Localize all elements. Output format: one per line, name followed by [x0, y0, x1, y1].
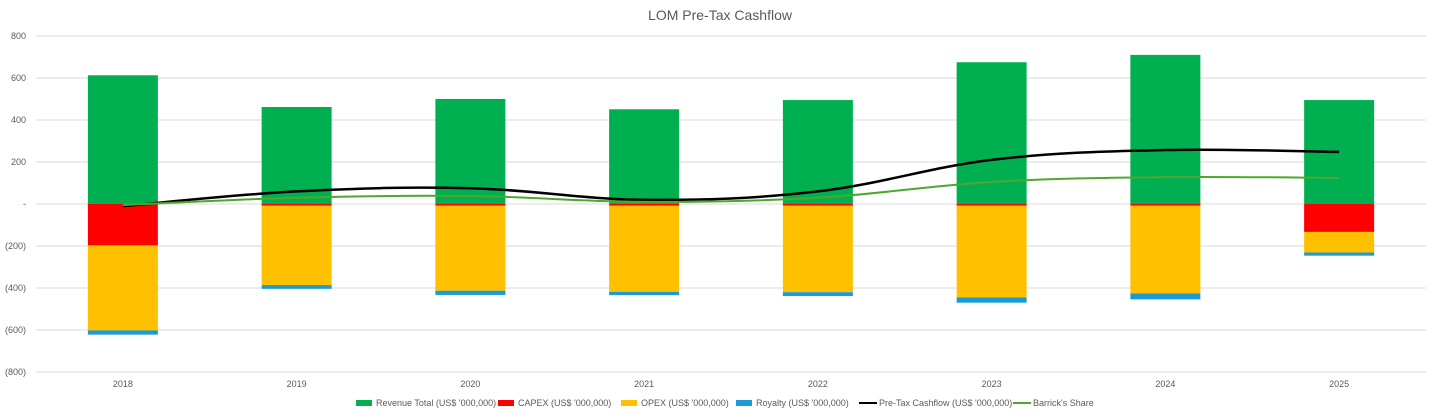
y-tick-label: 400 — [11, 115, 26, 125]
y-tick-label: (800) — [5, 367, 26, 377]
y-tick-label: 200 — [11, 157, 26, 167]
legend-label: CAPEX (US$ '000,000) — [518, 398, 611, 408]
x-tick-label: 2021 — [634, 379, 654, 389]
x-tick-label: 2020 — [460, 379, 480, 389]
x-tick-label: 2025 — [1329, 379, 1349, 389]
y-tick-label: 800 — [11, 31, 26, 41]
bar-capex-2023 — [956, 204, 1027, 206]
bar-capex-2021 — [609, 204, 680, 206]
y-tick-label: (600) — [5, 325, 26, 335]
bar-revenue-2021 — [609, 109, 680, 204]
y-axis-ticks: 800 600 400 200 - (200) (400) (600) (800) — [5, 31, 26, 377]
legend-label: Pre-Tax Cashflow (US$ '000,000) — [879, 398, 1012, 408]
legend-swatch — [736, 400, 752, 406]
legend: Revenue Total (US$ '000,000) CAPEX (US$ '… — [356, 398, 1094, 408]
legend-swatch — [356, 400, 372, 406]
bar-opex-2018 — [87, 245, 158, 331]
x-axis-ticks: 2018 2019 2020 2021 2022 2023 2024 2025 — [113, 379, 1349, 389]
bar-capex-2025 — [1304, 204, 1375, 232]
bar-royalty-2023 — [956, 297, 1027, 303]
line-layer — [122, 148, 1340, 208]
y-tick-label: - — [23, 199, 26, 209]
bar-revenue-2020 — [435, 99, 506, 204]
bar-royalty-2021 — [609, 291, 680, 296]
bar-royalty-2022 — [782, 292, 853, 296]
x-tick-label: 2019 — [287, 379, 307, 389]
legend-label: OPEX (US$ '000,000) — [641, 398, 729, 408]
y-tick-label: 600 — [11, 73, 26, 83]
bar-royalty-2020 — [435, 290, 506, 295]
x-tick-label: 2022 — [808, 379, 828, 389]
grid-layer — [36, 35, 1426, 373]
bar-opex-2022 — [782, 205, 853, 293]
x-tick-label: 2018 — [113, 379, 133, 389]
bar-layer — [87, 54, 1375, 335]
bar-royalty-2025 — [1304, 252, 1375, 256]
bar-opex-2019 — [261, 205, 332, 286]
bar-royalty-2018 — [87, 330, 158, 335]
bar-revenue-2019 — [261, 106, 332, 204]
bar-opex-2021 — [609, 205, 680, 292]
line-barricks — [122, 175, 1340, 207]
legend-swatch — [621, 400, 637, 406]
bar-capex-2022 — [782, 204, 853, 206]
bar-opex-2024 — [1130, 205, 1201, 294]
bar-opex-2020 — [435, 205, 506, 291]
x-tick-label: 2024 — [1155, 379, 1175, 389]
y-tick-label: (200) — [5, 241, 26, 251]
x-tick-label: 2023 — [982, 379, 1002, 389]
bar-royalty-2024 — [1130, 293, 1201, 300]
bar-capex-2018 — [87, 204, 158, 246]
line-pretax — [122, 148, 1340, 208]
bar-royalty-2019 — [261, 285, 332, 289]
bar-revenue-2024 — [1130, 54, 1201, 205]
legend-label: Revenue Total (US$ '000,000) — [376, 398, 496, 408]
legend-label: Barrick's Share — [1033, 398, 1094, 408]
bar-capex-2024 — [1130, 204, 1201, 206]
bar-opex-2025 — [1304, 231, 1375, 253]
bar-capex-2020 — [435, 204, 506, 206]
legend-swatch — [498, 400, 514, 406]
bar-revenue-2022 — [782, 100, 853, 204]
bar-revenue-2018 — [87, 75, 158, 205]
bar-capex-2019 — [261, 204, 332, 206]
bar-opex-2023 — [956, 205, 1027, 298]
chart-title: LOM Pre-Tax Cashflow — [648, 7, 793, 23]
legend-label: Royalty (US$ '000,000) — [756, 398, 849, 408]
y-tick-label: (400) — [5, 283, 26, 293]
